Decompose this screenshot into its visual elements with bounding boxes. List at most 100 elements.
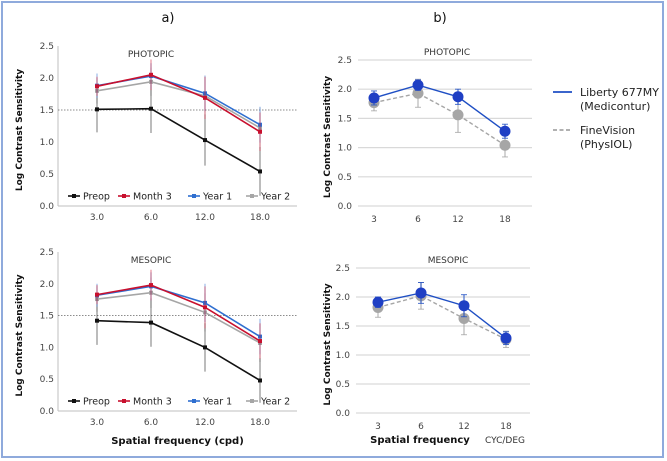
x-axis-unit: CYC/DEG <box>485 436 525 446</box>
x-tick-label: 18 <box>500 422 512 432</box>
series-year-1 <box>95 272 262 355</box>
data-point <box>499 139 511 151</box>
series-year-1 <box>95 63 262 143</box>
series-line <box>96 291 261 344</box>
legend-marker <box>72 399 76 403</box>
data-point <box>149 72 153 77</box>
x-tick-label: 12.0 <box>195 213 215 223</box>
panel-b-label: b) <box>433 11 446 26</box>
data-point <box>458 300 470 312</box>
data-point <box>203 95 207 100</box>
y-tick-label: 1.5 <box>336 322 350 332</box>
legend-label: Year 2 <box>260 397 290 408</box>
y-tick-label: 2.5 <box>336 264 350 274</box>
panel-a-label: a) <box>161 11 174 26</box>
y-tick-label: 1.5 <box>338 114 352 124</box>
legend-label: Liberty 677MY <box>580 86 659 99</box>
y-tick-label: 2.0 <box>336 293 351 303</box>
data-point <box>368 92 380 104</box>
legend-item: Year 1 <box>188 397 232 408</box>
data-point <box>500 332 512 344</box>
y-tick-label: 2.5 <box>338 56 352 66</box>
data-point <box>95 318 99 323</box>
x-tick-label: 6 <box>415 215 421 225</box>
legend-label: FineVision <box>580 124 635 137</box>
legend-marker <box>192 194 196 198</box>
legend-item: Year 2 <box>246 397 290 408</box>
data-point <box>203 345 207 350</box>
legend-label: Year 2 <box>260 192 290 203</box>
x-tick-label: 3.0 <box>90 213 105 223</box>
data-point <box>149 106 153 111</box>
y-tick-label: 0.5 <box>40 170 54 180</box>
legend-label: Year 1 <box>202 397 232 408</box>
legend-marker <box>72 194 76 198</box>
series-liberty-677my-medicontur- <box>372 282 512 346</box>
x-tick-label: 18.0 <box>250 213 270 223</box>
legend-item: Month 3 <box>118 397 172 408</box>
data-point <box>258 129 262 134</box>
series-line <box>96 73 261 133</box>
y-tick-label: 2.0 <box>338 85 353 95</box>
series-liberty-677my-medicontur- <box>368 79 511 139</box>
series-line <box>96 285 261 338</box>
x-tick-label: 3.0 <box>90 418 105 428</box>
data-point <box>372 296 384 308</box>
chart-b-mesopic: 0.0 0.5 1.0 1.5 2.0 2.5 3 6 12 18 Log Contrast Sen… <box>323 256 530 446</box>
y-tick-label: 0.0 <box>40 202 55 212</box>
legend-label: Year 1 <box>202 192 232 203</box>
legend-item: Liberty 677MY(Medicontur) <box>553 86 659 113</box>
series-line <box>96 319 261 382</box>
legend-item: Year 2 <box>246 192 290 203</box>
legend-label: (Medicontur) <box>580 100 650 113</box>
y-axis-label: Log Contrast Sensitivity <box>323 283 333 405</box>
y-tick-label: 0.5 <box>338 173 352 183</box>
y-tick-label: 0.0 <box>338 202 353 212</box>
legend-label: (PhysIOL) <box>580 138 632 151</box>
x-tick-label: 6.0 <box>144 213 159 223</box>
y-tick-label: 2.5 <box>40 42 54 52</box>
y-tick-label: 1.0 <box>40 138 55 148</box>
data-point <box>203 138 207 143</box>
series-preop <box>95 296 262 403</box>
chart-title: MESOPIC <box>131 256 172 266</box>
data-point <box>452 109 464 121</box>
legend-label: Preop <box>83 397 110 408</box>
chart-b-photopic: 0.0 0.5 1.0 1.5 2.0 2.5 3 6 12 18 Log Contrast Sen… <box>323 48 659 225</box>
chart-title: PHOTOPIC <box>424 48 470 58</box>
legend-marker <box>250 399 254 403</box>
series-line <box>377 292 507 339</box>
legend-label: Month 3 <box>133 192 172 203</box>
x-tick-label: 18 <box>499 215 511 225</box>
x-tick-label: 12 <box>458 422 469 432</box>
x-tick-label: 3 <box>371 215 377 225</box>
data-point <box>412 79 424 91</box>
legend-item: Preop <box>68 192 110 203</box>
data-point <box>95 292 99 297</box>
y-tick-label: 0.0 <box>336 409 351 419</box>
data-point <box>258 378 262 383</box>
series-month-3 <box>95 269 262 359</box>
legend-marker <box>192 399 196 403</box>
x-tick-label: 12 <box>452 215 463 225</box>
data-point <box>458 312 470 324</box>
y-tick-label: 0.0 <box>40 407 55 417</box>
x-axis-label: Spatial frequency <box>370 435 470 446</box>
data-point <box>203 305 207 310</box>
series-line <box>373 84 506 132</box>
y-tick-label: 1.5 <box>40 106 54 116</box>
series-month-3 <box>95 59 262 151</box>
x-tick-label: 6 <box>418 422 424 432</box>
series-line <box>377 295 507 340</box>
data-point <box>258 169 262 174</box>
data-point <box>415 287 427 299</box>
x-tick-label: 12.0 <box>195 418 215 428</box>
legend-label: Preop <box>83 192 110 203</box>
legend-marker <box>122 194 126 198</box>
data-point <box>95 107 99 112</box>
series-line <box>96 81 261 129</box>
data-point <box>452 91 464 103</box>
chart-title: MESOPIC <box>428 256 469 266</box>
